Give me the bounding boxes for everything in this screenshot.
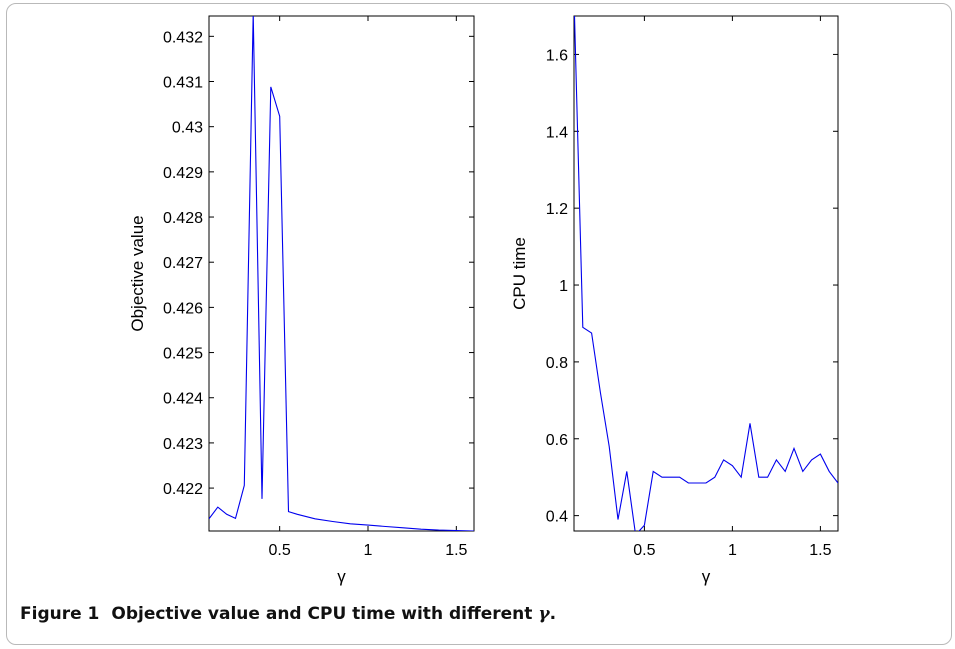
y-tick-label: 0.425 [163,346,203,363]
x-tick-label: 1.5 [445,542,467,559]
y-tick-label: 1 [559,278,568,295]
y-tick-label: 0.43 [172,120,203,137]
x-tick-label: 0.5 [633,542,655,559]
y-tick-label: 0.4 [546,509,568,526]
axes-box [208,15,475,532]
series-line [574,16,838,531]
x-tick-label: 1 [364,542,373,559]
x-tick-label: 1.5 [809,542,831,559]
y-tick-label: 0.428 [163,210,203,227]
y-tick-label: 0.429 [163,165,203,182]
figure-panels: 0.422 0.423 0.424 0.425 0.426 0.427 0.428 0.429… [128,15,839,586]
y-tick-label: 1.4 [546,124,568,141]
y-axis-title: Objective value [128,215,147,331]
x-axis-title: γ [337,567,346,586]
axes-box [573,15,839,532]
cpu-time-panel: 0.4 0.6 0.8 1 1.2 1.4 1.6 0.5 1 1.5 γ CPU time [510,15,839,586]
caption-symbol: γ [538,604,550,624]
objective-value-panel: 0.422 0.423 0.424 0.425 0.426 0.427 0.428 0.429… [128,15,475,586]
x-tick-label: 1 [728,542,737,559]
caption-end: . [549,604,557,624]
figure-frame [6,3,952,645]
y-tick-label: 1.2 [546,201,568,218]
x-tick-label: 0.5 [269,542,291,559]
y-tick-label: 0.426 [163,300,203,317]
caption-label: Figure 1 [20,604,100,624]
y-tick-label: 1.6 [546,47,568,64]
y-tick-label: 0.424 [163,391,203,408]
y-tick-label: 0.6 [546,432,568,449]
x-axis-title: γ [702,567,711,586]
y-tick-label: 0.422 [163,481,203,498]
y-axis-title: CPU time [510,237,529,310]
figure-caption: Figure 1 Objective value and CPU time wit… [20,604,556,624]
series-line [209,16,474,531]
y-tick-label: 0.8 [546,355,568,372]
caption-text: Objective value and CPU time with differ… [111,604,539,624]
y-tick-label: 0.423 [163,436,203,453]
y-tick-label: 0.427 [163,255,203,272]
y-tick-label: 0.431 [163,75,203,92]
y-tick-label: 0.432 [163,29,203,46]
